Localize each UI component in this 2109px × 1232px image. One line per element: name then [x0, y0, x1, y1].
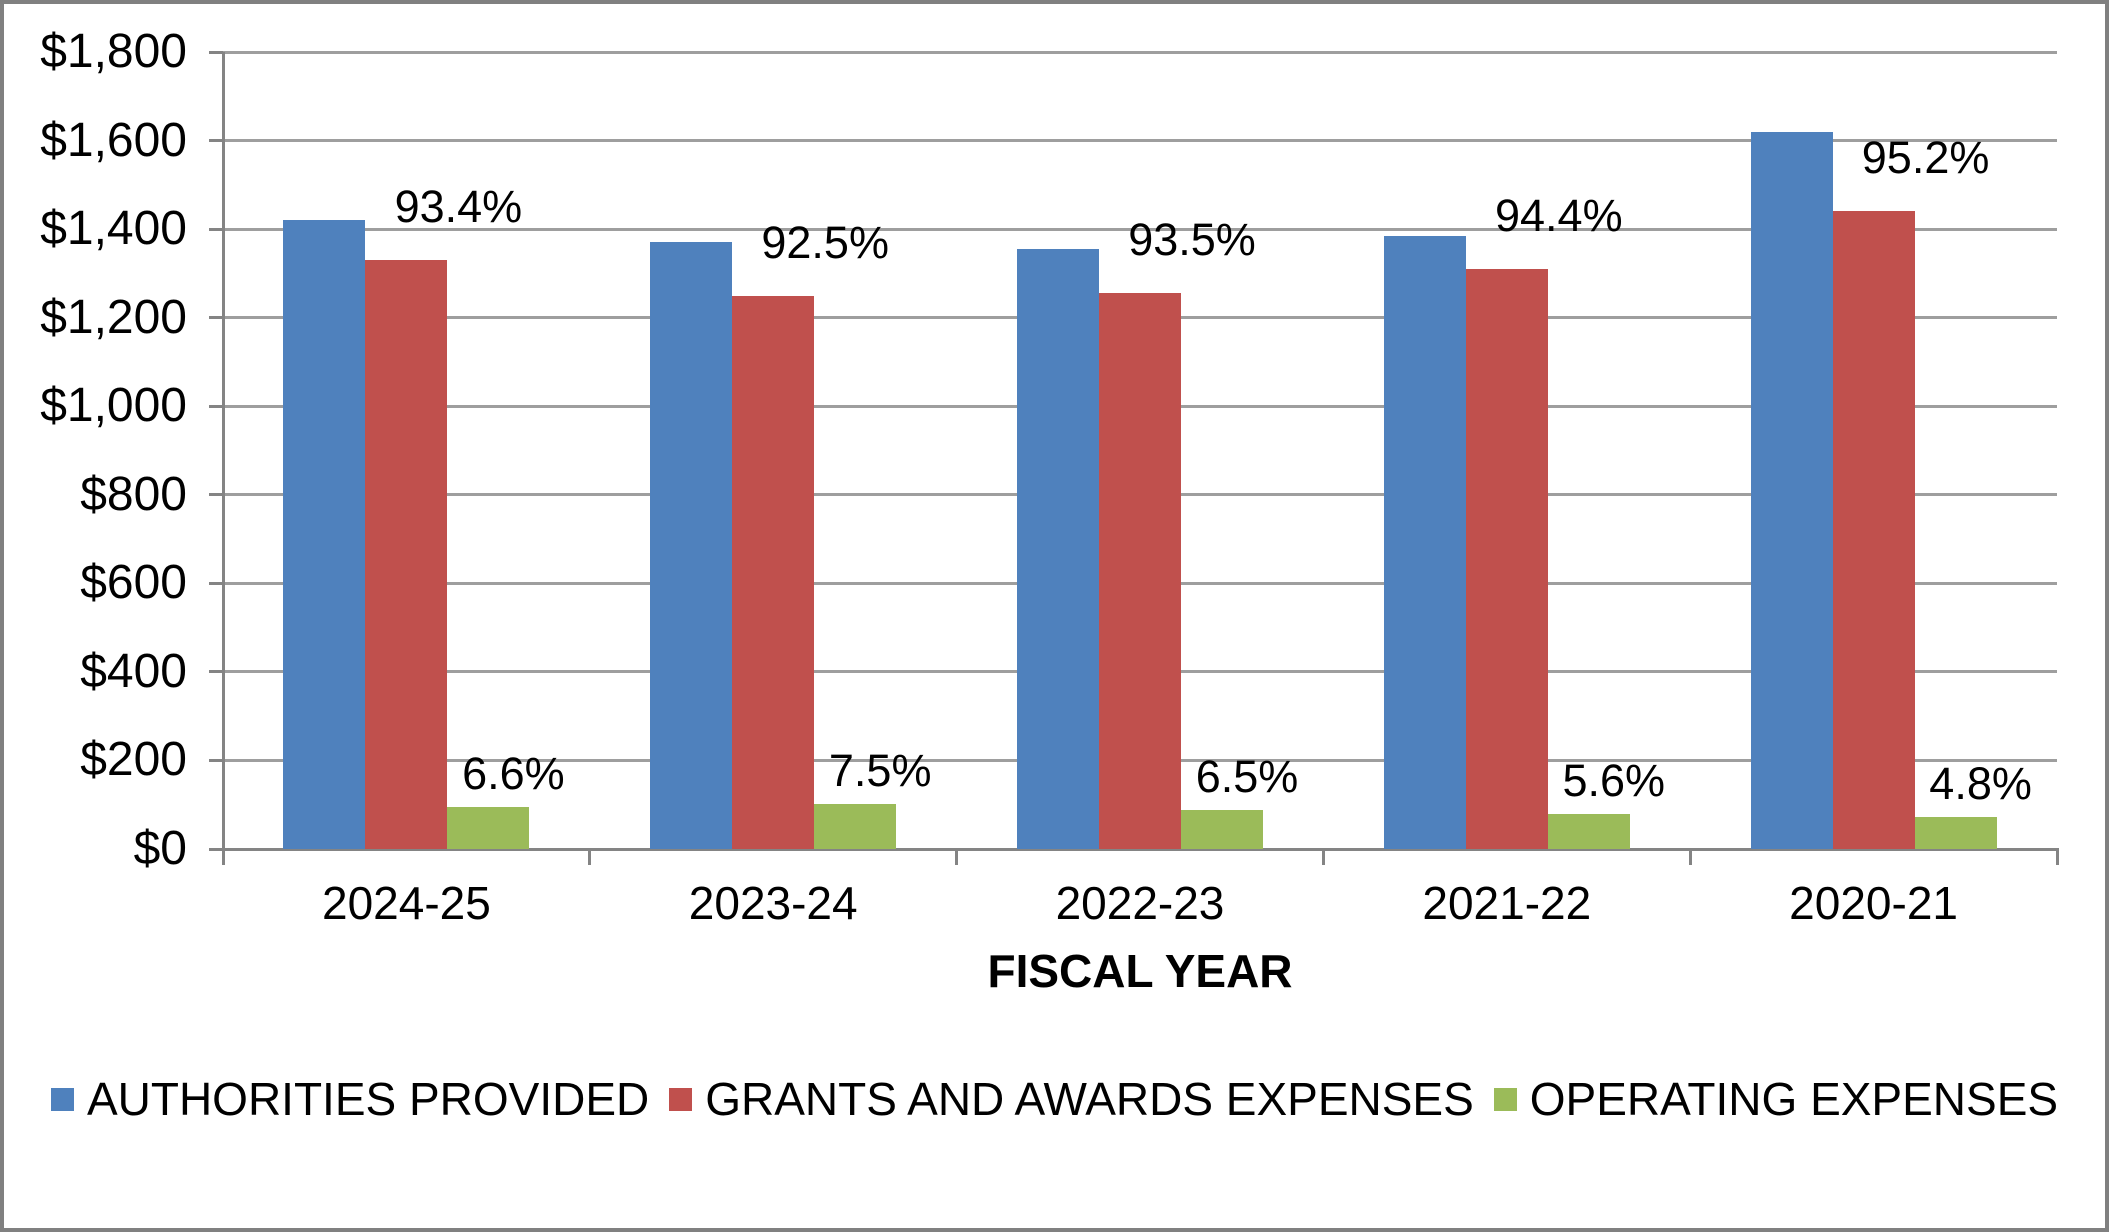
x-tick-label: 2021-22: [1422, 877, 1592, 929]
bar-operating-expenses-2020-21: [1914, 817, 1997, 849]
bar-authorities-provided-2022-23: [1017, 249, 1099, 849]
y-tick-label: $600: [80, 556, 187, 610]
y-axis-tick: [209, 316, 223, 320]
legend-label: OPERATING EXPENSES: [1529, 1073, 2059, 1125]
y-axis-line: [221, 52, 225, 852]
legend-swatch-green-icon: [1493, 1087, 1517, 1111]
y-tick-label: $800: [80, 467, 187, 521]
y-tick-label: $1,600: [40, 113, 187, 167]
bar-authorities-provided-2024-25: [283, 220, 366, 849]
x-axis-tick: [1321, 849, 1325, 865]
y-tick-label: $1,400: [40, 202, 187, 256]
data-label: 93.5%: [1128, 214, 1256, 266]
legend-item-authorities-provided: AUTHORITIES PROVIDED: [50, 1072, 650, 1126]
gridline: [223, 50, 2057, 54]
legend-swatch-red-icon: [669, 1087, 693, 1111]
x-axis-tick: [588, 849, 592, 865]
y-axis-tick: [209, 227, 223, 231]
y-tick-label: $1,000: [40, 379, 187, 433]
x-axis-tick: [1688, 849, 1692, 865]
x-tick-label: 2023-24: [688, 877, 858, 929]
bar-operating-expenses-2021-22: [1547, 814, 1630, 849]
bar-grants-and-awards-expenses-2024-25: [365, 260, 448, 849]
bar-grants-and-awards-expenses-2021-22: [1465, 268, 1548, 849]
data-label: 4.8%: [1929, 758, 2032, 810]
bar-operating-expenses-2022-23: [1181, 810, 1263, 849]
legend-swatch-blue-icon: [50, 1087, 74, 1111]
bar-operating-expenses-2024-25: [447, 807, 530, 849]
data-label: 5.6%: [1562, 755, 1666, 807]
y-axis-tick: [209, 670, 223, 674]
gridline: [223, 227, 2057, 231]
bar-grants-and-awards-expenses-2020-21: [1832, 211, 1915, 849]
legend-item-grants-awards-expenses: GRANTS AND AWARDS EXPENSES: [669, 1072, 1474, 1126]
data-label: 93.4%: [394, 181, 523, 233]
y-axis-tick: [209, 50, 223, 54]
x-axis-tick: [221, 849, 225, 865]
data-label: 92.5%: [761, 216, 889, 268]
y-axis-tick: [209, 404, 223, 408]
y-axis-tick: [209, 581, 223, 585]
x-axis-title: FISCAL YEAR: [987, 945, 1293, 997]
legend-item-operating-expenses: OPERATING EXPENSES: [1493, 1072, 2059, 1126]
y-tick-label: $0: [133, 822, 187, 875]
data-label: 6.6%: [462, 748, 565, 800]
bar-operating-expenses-2023-24: [814, 804, 897, 849]
data-label: 94.4%: [1494, 189, 1623, 241]
y-tick-label: $1,200: [40, 290, 187, 344]
y-axis-tick: [209, 847, 223, 851]
legend: AUTHORITIES PROVIDED GRANTS AND AWARDS E…: [0, 1072, 2109, 1126]
y-tick-label: $200: [80, 733, 187, 787]
x-tick-label: 2022-23: [1055, 877, 1225, 929]
y-axis-tick: [209, 493, 223, 497]
x-tick-label: 2020-21: [1789, 877, 1958, 929]
bar-authorities-provided-2023-24: [650, 242, 733, 849]
data-label: 95.2%: [1861, 132, 1990, 184]
bar-grants-and-awards-expenses-2023-24: [732, 295, 815, 849]
y-axis-tick: [209, 139, 223, 143]
y-axis-tick: [209, 758, 223, 762]
data-label: 7.5%: [828, 745, 932, 797]
y-tick-label: $400: [80, 644, 187, 698]
gridline: [223, 139, 2057, 143]
bar-authorities-provided-2021-22: [1383, 235, 1466, 849]
x-axis-line: [221, 847, 2059, 851]
x-axis-tick: [955, 849, 959, 865]
legend-label: AUTHORITIES PROVIDED: [86, 1073, 650, 1125]
x-axis-tick: [2055, 849, 2059, 865]
y-tick-label: $1,800: [40, 25, 187, 78]
bar-grants-and-awards-expenses-2022-23: [1099, 293, 1181, 849]
legend-label: GRANTS AND AWARDS EXPENSES: [705, 1073, 1474, 1125]
bar-authorities-provided-2020-21: [1750, 131, 1833, 849]
data-label: 6.5%: [1195, 751, 1299, 803]
x-tick-label: 2024-25: [321, 877, 491, 929]
